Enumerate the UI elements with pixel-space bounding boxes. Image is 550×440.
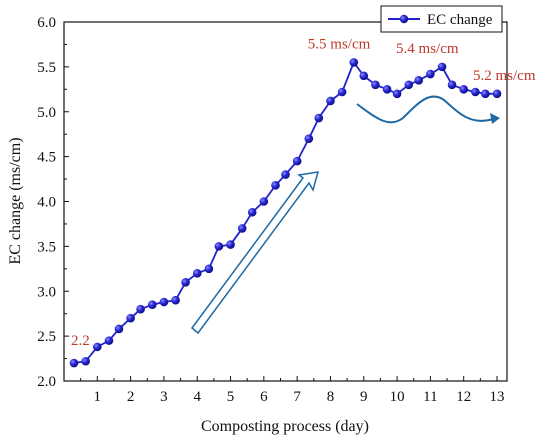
data-point (459, 85, 468, 94)
data-point (359, 71, 369, 81)
data-point (371, 80, 380, 90)
x-axis-title: Composting process (day) (201, 418, 369, 435)
data-point (326, 96, 335, 106)
data-point (304, 134, 314, 143)
data-annotation: 2.2 (71, 333, 90, 349)
data-point (392, 89, 402, 99)
upward-trend-arrow (190, 171, 320, 335)
x-tick-label: 10 (390, 389, 405, 405)
legend-marker-swatch (399, 14, 409, 24)
x-tick-label: 5 (227, 389, 235, 405)
data-point (81, 356, 90, 366)
x-tick-label: 11 (423, 389, 437, 405)
x-tick-label: 9 (360, 389, 368, 405)
x-tick-label: 1 (94, 389, 102, 405)
y-tick-label: 6.0 (37, 15, 56, 31)
data-point (247, 207, 257, 217)
data-point (114, 324, 124, 334)
x-axis-ticks: 1 2 3 4 5 6 7 8 9 10 11 12 13 (80, 376, 505, 405)
data-point (136, 304, 145, 314)
legend-label: EC change (427, 12, 493, 28)
x-tick-label: 3 (160, 389, 168, 405)
x-tick-label: 6 (260, 389, 268, 405)
data-point (204, 264, 214, 274)
data-point (104, 336, 114, 345)
y-tick-label: 2.5 (37, 329, 56, 345)
data-point (337, 87, 347, 97)
y-tick-label: 5.0 (37, 105, 56, 121)
data-point (437, 62, 447, 72)
x-tick-label: 7 (293, 389, 301, 405)
data-point (171, 295, 180, 305)
data-point (181, 277, 190, 287)
data-point (492, 89, 502, 99)
x-tick-label: 12 (456, 389, 471, 405)
data-annotation: 5.5 ms/cm (308, 36, 371, 52)
data-point (126, 313, 135, 323)
data-point (281, 170, 290, 179)
data-point (471, 87, 480, 97)
x-tick-label: 13 (490, 389, 505, 405)
data-point (481, 89, 490, 99)
y-tick-label: 5.5 (37, 60, 56, 76)
data-point (314, 113, 324, 123)
data-point (404, 80, 414, 90)
legend: EC change (380, 5, 503, 33)
x-tick-label: 4 (193, 389, 201, 405)
data-point (271, 181, 280, 190)
data-point (426, 69, 435, 79)
series-layer (69, 58, 502, 368)
data-point (414, 76, 424, 85)
y-tick-label: 3.0 (37, 284, 56, 300)
data-point (214, 242, 224, 251)
data-annotation: 5.2 ms/cm (473, 68, 536, 84)
data-point (447, 80, 457, 90)
data-point (147, 300, 157, 310)
data-point (93, 342, 102, 352)
data-point (349, 58, 359, 67)
y-axis-title: EC change (ms/cm) (7, 137, 24, 264)
data-point (192, 269, 202, 278)
y-axis-ticks: 2.0 2.5 3.0 3.5 4.0 4.5 5.0 5.5 6.0 (37, 15, 69, 390)
y-tick-label: 2.0 (37, 374, 56, 390)
data-point (69, 358, 79, 368)
data-annotation: 5.4 ms/cm (396, 41, 459, 57)
y-tick-label: 4.5 (37, 150, 56, 166)
y-tick-label: 4.0 (37, 195, 56, 211)
data-point (159, 297, 169, 307)
data-point (259, 197, 269, 206)
data-point (226, 240, 235, 249)
y-tick-label: 3.5 (37, 239, 56, 255)
data-point (237, 224, 247, 233)
fluctuation-wave-arrow (356, 95, 500, 124)
x-tick-label: 2 (127, 389, 135, 405)
data-point (382, 85, 392, 94)
annotations: 2.2 5.5 ms/cm 5.4 ms/cm 5.2 ms/cm (71, 36, 536, 349)
data-point (292, 156, 302, 166)
x-tick-label: 8 (327, 389, 335, 405)
